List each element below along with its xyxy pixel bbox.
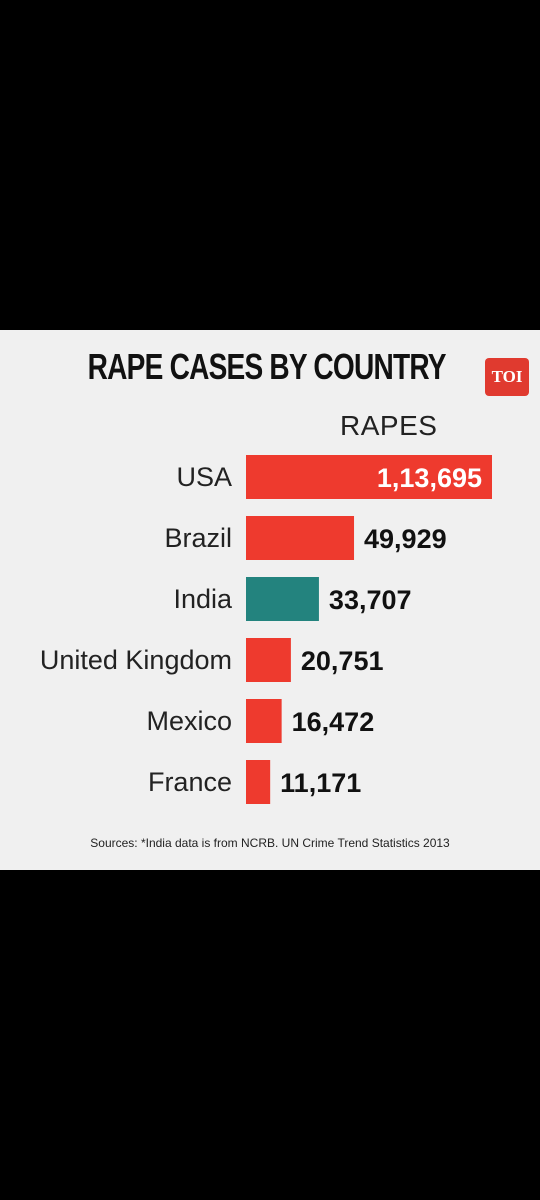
category-label: India bbox=[173, 584, 233, 614]
value-label: 16,472 bbox=[292, 707, 375, 737]
category-label: USA bbox=[176, 462, 232, 492]
value-label: 33,707 bbox=[329, 585, 412, 615]
bar-mexico bbox=[246, 699, 282, 743]
category-label: Brazil bbox=[164, 523, 232, 553]
value-label: 11,171 bbox=[280, 768, 361, 798]
bar-united-kingdom bbox=[246, 638, 291, 682]
bar-usa bbox=[246, 455, 492, 499]
value-label: 20,751 bbox=[301, 646, 384, 676]
category-label: Mexico bbox=[146, 706, 232, 736]
category-label: United Kingdom bbox=[40, 645, 232, 675]
infographic-card: RAPE CASES BY COUNTRY TOI RAPES USA 1,13,… bbox=[0, 330, 540, 870]
value-column-header: RAPES bbox=[340, 410, 438, 441]
toi-logo: TOI bbox=[485, 358, 529, 396]
chart-title: RAPE CASES BY COUNTRY bbox=[87, 346, 447, 387]
bar-chart: USA 1,13,695 Brazil 49,929 India 33,707 United… bbox=[40, 455, 492, 804]
bar-india bbox=[246, 577, 319, 621]
sources-note: Sources: *India data is from NCRB. UN Cr… bbox=[90, 836, 450, 850]
category-label: France bbox=[148, 767, 232, 797]
value-label: 1,13,695 bbox=[377, 463, 482, 493]
bar-brazil bbox=[246, 516, 355, 560]
value-label: 49,929 bbox=[364, 524, 447, 554]
bar-france bbox=[246, 760, 271, 804]
